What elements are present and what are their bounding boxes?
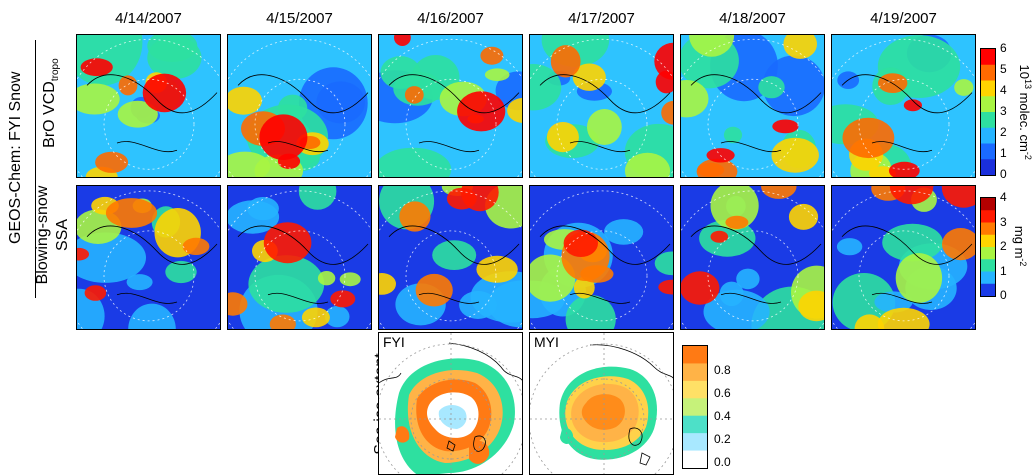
cb-bro-segment [981,96,995,113]
row2-label-line2: SSA [54,219,71,252]
bro-colorbar-tick: 5 [1000,62,1007,76]
bro-map-field-3 [379,35,522,177]
date-header-5: 4/18/2007 [719,10,786,27]
bro-map-5 [680,34,825,178]
bro-unit-exp: 13 [1023,78,1032,89]
bro-colorbar-tick: 1 [1000,146,1007,160]
cb-ssa-segment [981,259,995,272]
ice-colorbar [682,345,708,469]
ssa-map-field-6 [832,186,975,329]
cb-bro-segment [981,112,995,129]
cb-ice-segment [683,398,707,417]
ssa-map-field-3 [379,186,522,329]
sea-ice-fyi-field [379,333,522,474]
bro-unit-exp2: -2 [1023,151,1032,160]
sea-ice-myi-label: MYI [534,334,559,350]
bro-colorbar-tick: 4 [1000,83,1007,97]
bro-map-6 [831,34,976,178]
ssa-map-1 [76,185,221,330]
cb-bro-segment [981,127,995,144]
model-label: GEOS-Chem: FYI Snow [7,71,24,245]
ssa-map-field-2 [228,186,371,329]
ssa-unit-mid: mg m [1011,225,1027,259]
bro-unit-mid: molec. cm [1016,88,1032,152]
bro-map-field-6 [832,35,975,177]
bro-colorbar-tick: 6 [1000,41,1007,55]
cb-ssa-segment [981,271,995,285]
bro-colorbar-tick: 3 [1000,104,1007,118]
ssa-unit-exp: -2 [1018,258,1029,267]
date-header-6: 4/19/2007 [870,10,937,27]
ssa-colorbar-tick: 3 [1000,214,1007,229]
ssa-map-field-5 [681,186,824,329]
ssa-map-5 [680,185,825,330]
sea-ice-fyi-label: FYI [383,334,405,350]
cb-ssa-segment [981,283,995,297]
date-header-4: 4/17/2007 [568,10,635,27]
sea-ice-map-fyi: FYI [378,332,523,475]
ssa-colorbar-gradient [981,198,995,297]
cb-ice-segment [683,433,707,452]
ice-colorbar-tick: 0.0 [714,455,731,469]
cb-ice-segment [683,415,707,434]
cb-ice-segment [683,450,707,469]
ice-colorbar-tick: 0.6 [714,386,731,400]
ssa-map-2 [227,185,372,330]
ssa-map-field-4 [530,186,673,329]
ssa-colorbar-tick: 1 [1000,263,1007,278]
cb-ssa-segment [981,234,995,248]
ssa-colorbar-tick: 2 [1000,239,1007,253]
bro-colorbar-unit: 1013 molec. cm-2 [1017,37,1032,187]
cb-bro-segment [981,143,995,160]
ssa-map-field-1 [77,186,220,329]
sea-ice-myi-field [530,333,673,474]
cb-ssa-segment [981,198,995,211]
ssa-map-3 [378,185,523,330]
cb-ssa-segment [981,247,995,260]
ice-colorbar-tick: 0.8 [714,363,731,377]
ssa-map-6 [831,185,976,330]
bro-map-1 [76,34,221,178]
ice-colorbar-tick: 0.4 [714,409,731,423]
ssa-colorbar-tick: 4 [1000,190,1007,204]
date-header-1: 4/14/2007 [115,10,182,27]
bro-colorbar [980,48,996,176]
cb-ssa-segment [981,210,995,223]
bro-map-field-1 [77,35,220,177]
cb-bro-segment [981,49,995,66]
date-header-3: 4/16/2007 [417,10,484,27]
bro-colorbar-tick: 0 [1000,167,1007,181]
row2-label-line1: Blowing-snow [34,185,51,285]
cb-ice-segment [683,346,707,364]
cb-ice-segment [683,363,707,382]
cb-bro-segment [981,64,995,81]
bro-map-field-5 [681,35,824,177]
row1-label-main: BrO VCD [40,81,58,148]
cb-ssa-segment [981,222,995,236]
cb-bro-segment [981,80,995,97]
ssa-colorbar [980,197,996,297]
bro-map-3 [378,34,523,178]
bro-colorbar-gradient [981,49,995,176]
bro-map-field-2 [228,35,371,177]
row1-label: BrO VCDtropo [41,48,61,158]
ice-colorbar-gradient [683,346,707,469]
model-label-divider [35,40,36,298]
bro-map-2 [227,34,372,178]
ssa-colorbar-tick: 0 [1000,288,1007,302]
row1-label-sub: tropo [50,58,62,82]
bro-colorbar-tick: 2 [1000,125,1007,139]
ice-colorbar-tick: 0.2 [714,432,731,446]
bro-unit-base: 10 [1016,64,1032,79]
ssa-colorbar-unit: mg m-2 [1012,196,1028,296]
date-header-2: 4/15/2007 [266,10,333,27]
ssa-map-4 [529,185,674,330]
sea-ice-map-myi: MYI [529,332,674,475]
bro-map-4 [529,34,674,178]
cb-bro-segment [981,159,995,176]
cb-ice-segment [683,380,707,399]
bro-map-field-4 [530,35,673,177]
